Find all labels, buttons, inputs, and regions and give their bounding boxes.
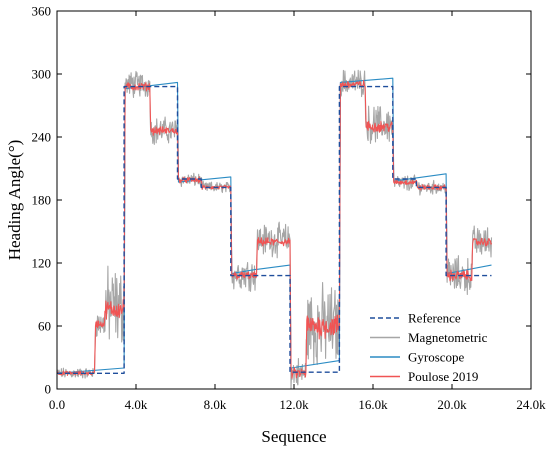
x-tick-label: 12.0k [279,397,309,412]
legend-label-magnetometric: Magnetometric [408,330,488,345]
series-line-poulose-2019 [56,79,493,379]
y-tick-label: 120 [32,256,52,271]
legend-label-gyroscope: Gyroscope [408,350,465,365]
x-tick-label: 4.0k [125,397,148,412]
legend: Reference Magnetometric Gyroscope Poulose 2… [370,311,488,384]
series-layer [56,69,493,390]
x-tick-label: 16.0k [358,397,388,412]
x-tick-label: 24.0k [516,397,546,412]
y-tick-label: 240 [32,130,52,145]
legend-label-reference: Reference [408,311,461,326]
y-axis-title: Heading Angle(°) [5,140,24,261]
x-axis-title: Sequence [261,427,326,446]
x-tick-label: 20.0k [437,397,467,412]
y-tick-label: 360 [32,4,52,19]
y-tick-label: 0 [45,382,52,397]
y-tick-label: 180 [32,193,52,208]
series-line-gyroscope [56,77,492,374]
tick-layer: 0.0 4.0k 8.0k 12.0k 16.0k 20.0k 24.0k 0 60 120 180… [32,4,547,413]
x-tick-label: 8.0k [204,397,227,412]
legend-label-poulose-2019: Poulose 2019 [408,369,478,384]
y-tick-label: 60 [38,319,51,334]
series-line-reference [57,85,492,374]
y-tick-label: 300 [32,67,52,82]
x-tick-label: 0.0 [49,397,65,412]
